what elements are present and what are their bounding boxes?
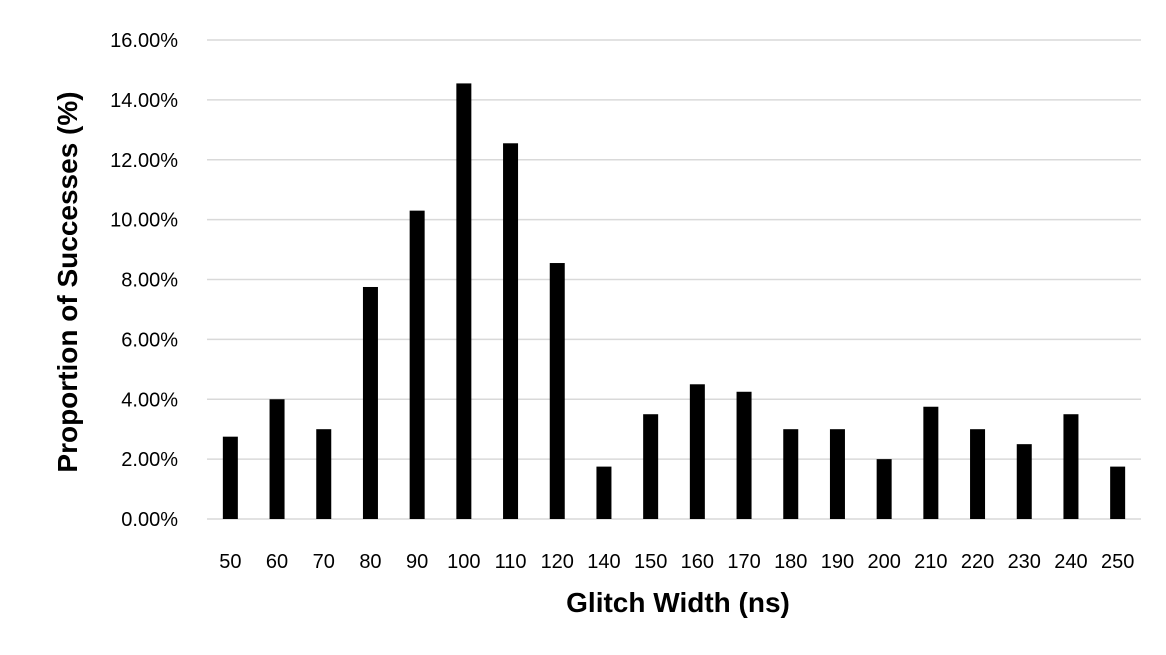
x-tick-label: 60 bbox=[266, 551, 288, 573]
x-axis-title: Glitch Width (ns) bbox=[566, 587, 790, 618]
bar-200 bbox=[876, 459, 892, 519]
bar-230 bbox=[1016, 444, 1032, 519]
bar-250 bbox=[1110, 466, 1126, 519]
y-tick-label: 4.00% bbox=[121, 389, 178, 411]
x-tick-label: 160 bbox=[681, 551, 714, 573]
bar-170 bbox=[736, 391, 752, 519]
x-tick-label: 90 bbox=[406, 551, 428, 573]
x-tick-label: 200 bbox=[867, 551, 900, 573]
bar-160 bbox=[689, 384, 705, 519]
bar-110 bbox=[503, 143, 519, 520]
bar-150 bbox=[643, 414, 659, 519]
x-tick-label: 100 bbox=[447, 551, 480, 573]
bar-240 bbox=[1063, 414, 1079, 519]
x-tick-label: 110 bbox=[495, 551, 527, 573]
bar-70 bbox=[316, 429, 332, 519]
bar-90 bbox=[409, 210, 425, 520]
x-tick-label: 210 bbox=[914, 551, 947, 573]
y-tick-label: 6.00% bbox=[121, 329, 178, 351]
x-tick-label: 80 bbox=[359, 551, 381, 573]
x-tick-label: 70 bbox=[313, 551, 335, 573]
x-tick-label: 120 bbox=[541, 551, 574, 573]
x-tick-label: 190 bbox=[821, 551, 854, 573]
bars bbox=[222, 83, 1126, 520]
gridlines bbox=[207, 39, 1141, 520]
y-tick-label: 8.00% bbox=[121, 270, 178, 292]
x-tick-label: 220 bbox=[961, 551, 994, 573]
y-axis-tick-labels: 0.00% 2.00% 4.00% 6.00% 8.00% 10.00% 12.00% 14.… bbox=[110, 30, 178, 531]
bar-80 bbox=[362, 286, 378, 519]
y-tick-label: 10.00% bbox=[110, 210, 178, 232]
bar-180 bbox=[783, 429, 799, 519]
bar-50 bbox=[222, 436, 238, 519]
bar-140 bbox=[596, 466, 612, 519]
y-tick-label: 14.00% bbox=[110, 90, 178, 112]
bar-100 bbox=[456, 83, 472, 520]
x-tick-label: 50 bbox=[219, 551, 241, 573]
bar-220 bbox=[970, 429, 986, 519]
y-tick-label: 16.00% bbox=[110, 30, 178, 52]
x-tick-label: 240 bbox=[1054, 551, 1087, 573]
bar-120 bbox=[549, 263, 565, 519]
y-tick-label: 0.00% bbox=[121, 509, 178, 531]
x-axis-tick-labels: 50 60 70 80 90 100 110 120 140 150 160 170 180 190 200… bbox=[219, 551, 1134, 573]
bar-60 bbox=[269, 399, 285, 519]
x-tick-label: 250 bbox=[1101, 551, 1134, 573]
x-tick-label: 140 bbox=[587, 551, 620, 573]
bar-190 bbox=[829, 429, 845, 519]
y-axis-title: Proportion of Successes (%) bbox=[52, 91, 83, 472]
x-tick-label: 180 bbox=[774, 551, 807, 573]
x-tick-label: 230 bbox=[1008, 551, 1041, 573]
x-tick-label: 170 bbox=[727, 551, 760, 573]
y-tick-label: 12.00% bbox=[110, 150, 178, 172]
bar-210 bbox=[923, 406, 939, 519]
x-tick-label: 150 bbox=[634, 551, 667, 573]
y-tick-label: 2.00% bbox=[121, 449, 178, 471]
